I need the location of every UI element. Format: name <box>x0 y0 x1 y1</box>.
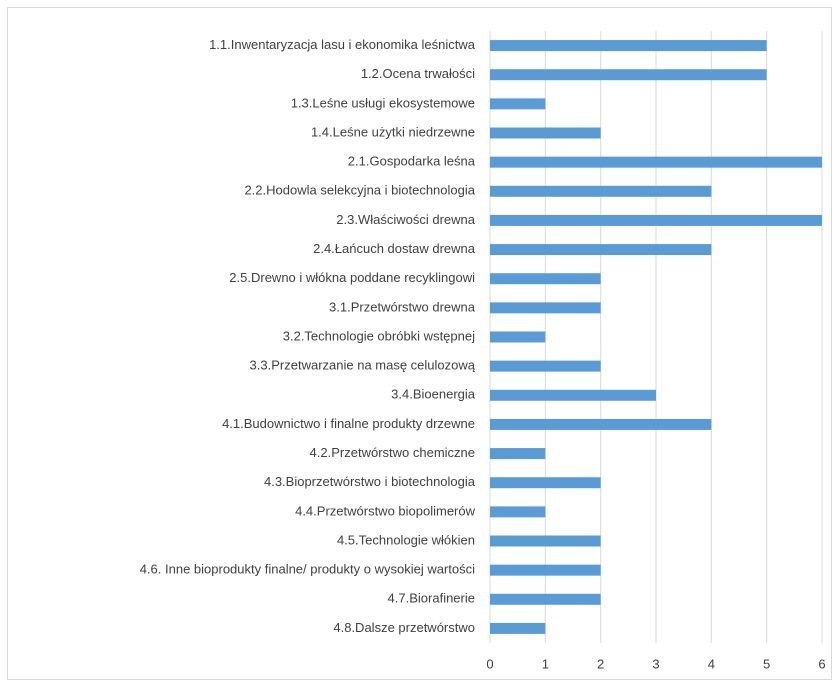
bar <box>490 244 712 256</box>
y-tick-label: 3.3.Przetwarzanie na masę celulozową <box>250 358 476 373</box>
bar <box>490 40 767 52</box>
y-tick-label: 1.2.Ocena trwałości <box>361 66 475 81</box>
y-tick-label: 1.1.Inwentaryzacja lasu i ekonomika leśn… <box>209 37 476 52</box>
chart-border <box>7 7 832 680</box>
x-tick-label: 4 <box>708 656 715 671</box>
y-tick-label: 4.3.Bioprzetwórstwo i biotechnologia <box>264 474 476 489</box>
bar <box>490 564 601 576</box>
bar <box>490 331 546 343</box>
y-tick-label: 1.3.Leśne usługi ekosystemowe <box>291 95 475 110</box>
x-tick-label: 1 <box>542 656 549 671</box>
bar <box>490 535 601 547</box>
bar <box>490 273 601 285</box>
bar <box>490 156 822 168</box>
bar <box>490 302 601 314</box>
bar <box>490 448 546 460</box>
y-tick-label: 4.8.Dalsze przetwórstwo <box>333 620 475 635</box>
bar <box>490 593 601 605</box>
y-tick-label: 3.1.Przetwórstwo drewna <box>329 299 476 314</box>
x-tick-label: 6 <box>818 656 825 671</box>
bar <box>490 69 767 81</box>
y-tick-label: 3.2.Technologie obróbki wstępnej <box>283 328 475 343</box>
y-tick-label: 4.4.Przetwórstwo biopolimerów <box>295 503 476 518</box>
y-tick-label: 3.4.Bioenergia <box>391 387 476 402</box>
y-tick-label: 2.3.Właściwości drewna <box>336 212 475 227</box>
y-tick-label: 2.4.Łańcuch dostaw drewna <box>313 241 476 256</box>
bar <box>490 477 601 489</box>
y-tick-label: 2.1.Gospodarka leśna <box>348 154 476 169</box>
x-tick-label: 3 <box>652 656 659 671</box>
y-tick-label: 1.4.Leśne użytki niedrzewne <box>311 124 475 139</box>
bar <box>490 214 822 226</box>
bar <box>490 185 712 197</box>
x-tick-label: 5 <box>763 656 770 671</box>
bar <box>490 127 601 139</box>
y-tick-label: 2.2.Hodowla selekcyjna i biotechnologia <box>244 183 475 198</box>
y-tick-label: 2.5.Drewno i włókna poddane recyklingowi <box>229 270 475 285</box>
y-tick-label: 4.7.Biorafinerie <box>388 591 475 606</box>
bar <box>490 98 546 110</box>
bar <box>490 360 601 372</box>
bar <box>490 622 546 634</box>
y-tick-label: 4.1.Budownictwo i finalne produkty drzew… <box>222 416 475 431</box>
x-tick-label: 2 <box>597 656 604 671</box>
y-tick-label: 4.6. Inne bioprodukty finalne/ produkty … <box>140 562 475 577</box>
bar <box>490 418 712 430</box>
bar <box>490 389 656 401</box>
y-tick-label: 4.2.Przetwórstwo chemiczne <box>310 445 475 460</box>
bar <box>490 506 546 518</box>
y-tick-label: 4.5.Technologie włókien <box>337 532 475 547</box>
x-tick-label: 0 <box>486 656 493 671</box>
